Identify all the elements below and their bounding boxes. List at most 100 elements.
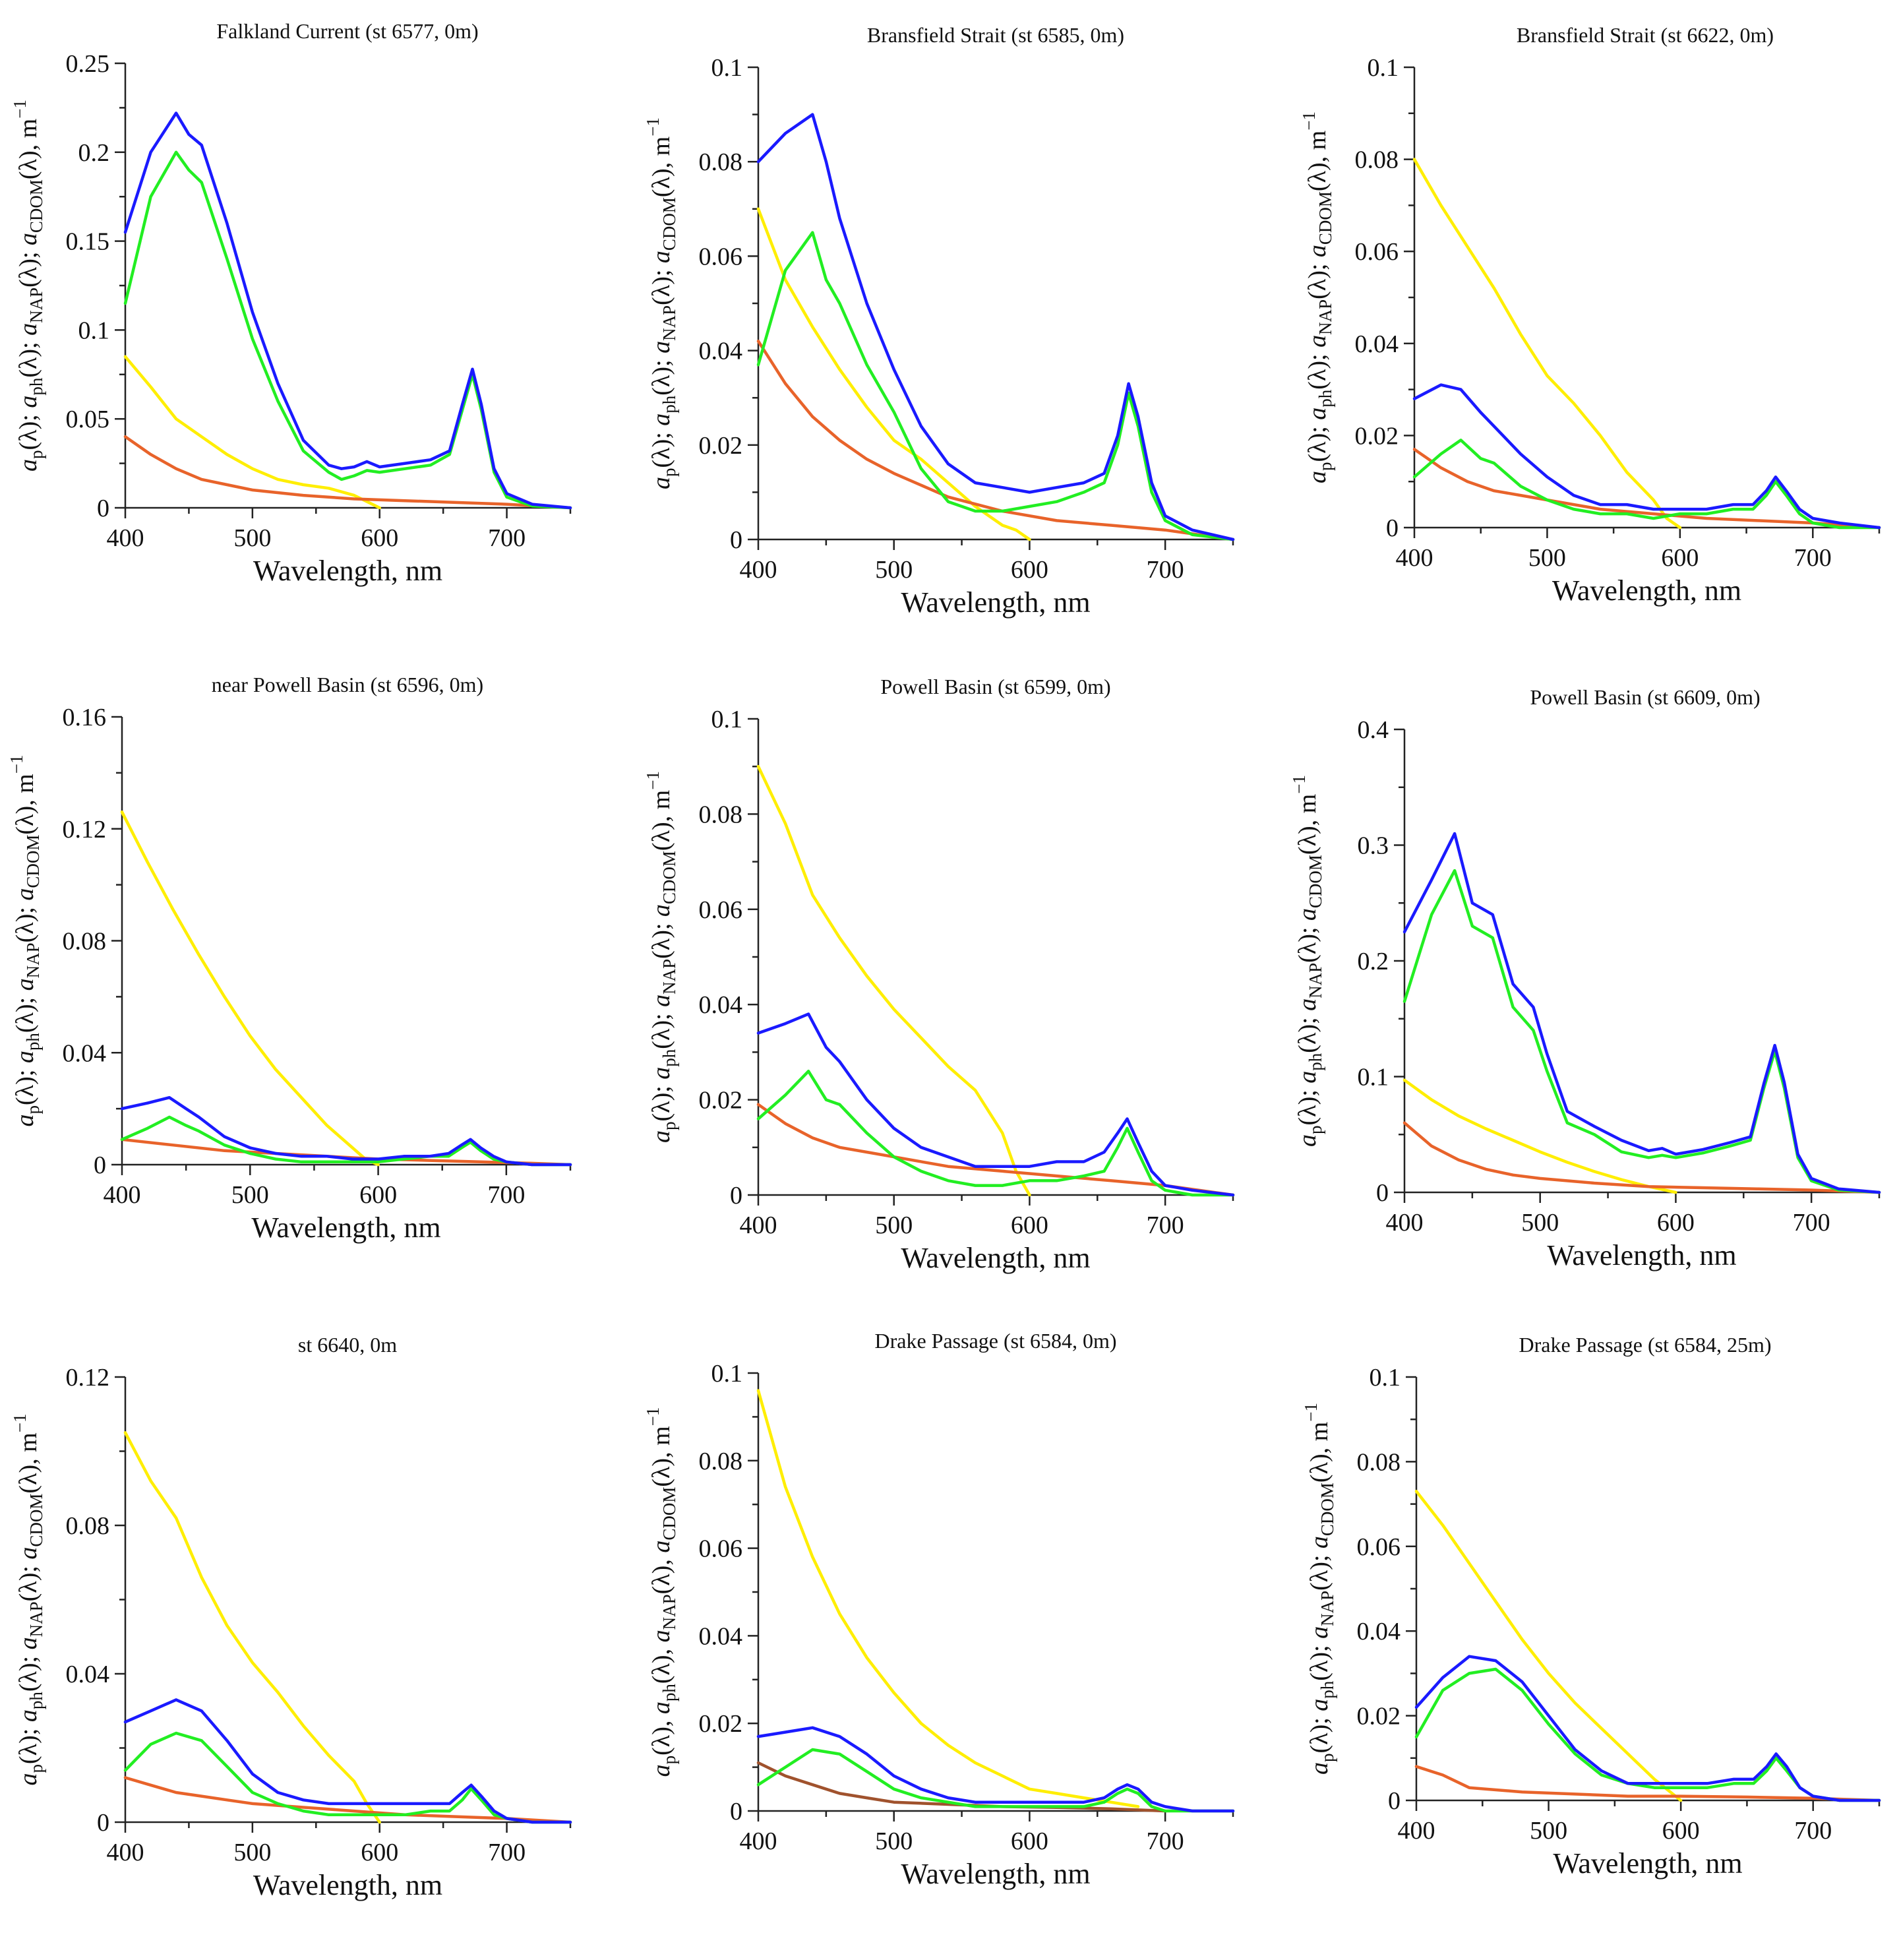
y-label-part: , [648, 1553, 675, 1566]
y-label-part: a [648, 1764, 675, 1777]
x-axis-label: Wavelength, nm [253, 1869, 442, 1901]
y-label-part: (λ) [11, 914, 39, 943]
y-tick-label: 0.06 [1357, 1533, 1401, 1561]
y-label-part: CDOM [1317, 1483, 1337, 1536]
y-axis-label: ap(λ); aph(λ); aNAP(λ); aCDOM(λ), m−1 [643, 117, 679, 489]
y-label-part: , m [648, 1426, 675, 1458]
y-label-part: ph [659, 1049, 679, 1067]
y-label-part: (λ) [1306, 1725, 1333, 1754]
y-tick-label: 0.08 [699, 148, 743, 176]
series-line-a-nap [123, 435, 572, 510]
y-label-part: a [15, 396, 42, 408]
y-label-part: (λ) [15, 1663, 42, 1692]
y-tick-label: 0 [94, 1151, 106, 1179]
y-label-part: (λ) [1304, 433, 1331, 462]
y-label-part: p [23, 1105, 43, 1115]
y-label-part: a [648, 1630, 675, 1642]
y-label-part: ; [648, 1007, 675, 1020]
y-label-part: CDOM [659, 851, 679, 904]
y-label-part: (λ) [15, 1573, 42, 1602]
y-axis-label: ap(λ); aph(λ); aNAP(λ); aCDOM(λ), m−1 [643, 771, 679, 1143]
y-tick-label: 0.06 [699, 1535, 743, 1563]
y-tick-label: 0.02 [699, 1710, 743, 1738]
y-label-part: ; [1306, 1548, 1333, 1562]
y-label-part: (λ) [1306, 1454, 1333, 1483]
y-label-part: ; [1304, 348, 1331, 361]
x-tick-label: 500 [233, 524, 271, 552]
y-label-part: (λ) [15, 1465, 42, 1494]
x-tick-label: 500 [875, 556, 913, 584]
x-axis-label: Wavelength, nm [1547, 1239, 1736, 1271]
y-tick-label: 0 [97, 495, 109, 522]
y-label-part: (λ) [1306, 1562, 1333, 1591]
y-tick-label: 0.1 [1358, 1064, 1389, 1091]
x-tick-label: 400 [1396, 544, 1433, 572]
y-label-part: CDOM [1315, 191, 1335, 245]
y-tick-label: 0.06 [1355, 238, 1399, 266]
y-label-part: (λ) [15, 421, 42, 450]
y-tick-label: 0.12 [63, 816, 107, 843]
y-tick-label: 0 [97, 1809, 109, 1837]
series-line-a-ph [123, 1731, 572, 1824]
x-axis-label: Wavelength, nm [253, 555, 442, 587]
y-label-part: (λ) [648, 1020, 675, 1049]
y-label-part: (λ) [648, 930, 675, 959]
series-line-a-nap [123, 1776, 572, 1824]
y-label-part: p [659, 1756, 679, 1765]
y-label-part: (λ) [11, 806, 39, 835]
y-label-part: a [648, 1067, 675, 1080]
y-label-part: −1 [1299, 111, 1319, 131]
y-label-part: a [648, 995, 675, 1007]
y-label-part: ; [15, 336, 42, 349]
y-label-part: −1 [643, 771, 663, 790]
y-label-part: , m [648, 790, 675, 822]
chart-title: st 6640, 0m [298, 1333, 397, 1357]
y-tick-label: 0.04 [1355, 330, 1399, 358]
y-tick-label: 0.02 [699, 1087, 743, 1115]
y-label-part: NAP [1315, 299, 1335, 335]
chart-panel-3: Bransfield Strait (st 6622, 0m) 400 500 600… [1299, 23, 1881, 607]
y-label-part: , m [15, 1432, 42, 1465]
y-label-part: NAP [659, 305, 679, 341]
y-tick-label: 0.04 [699, 338, 743, 365]
y-tick-label: 0.04 [699, 991, 743, 1019]
y-label-part: ; [1306, 1711, 1333, 1725]
y-label-part: a [648, 904, 675, 917]
x-tick-label: 500 [875, 1827, 913, 1855]
y-label-part: a [648, 1701, 675, 1714]
y-label-part: (λ) [11, 1076, 39, 1105]
series-line-a-cdom [1414, 1490, 1683, 1802]
chart-panel-1: Falkland Current (st 6577, 0m) 400 500 600 7… [10, 19, 572, 587]
series-line-a-cdom [123, 355, 381, 510]
y-label-part: (λ) [11, 1004, 39, 1033]
y-label-part: CDOM [26, 1494, 46, 1547]
y-label-part: p [1306, 1125, 1325, 1134]
y-label-part: ; [15, 408, 42, 421]
y-label-part: a [11, 1114, 39, 1126]
y-tick-label: 0.05 [66, 406, 110, 433]
y-label-part: NAP [659, 1594, 679, 1630]
y-label-part: ; [15, 1722, 42, 1735]
x-axis-label: Wavelength, nm [901, 1242, 1090, 1274]
y-label-part: , m [11, 774, 39, 806]
y-label-part: ph [1315, 389, 1335, 408]
y-tick-label: 0.06 [699, 896, 743, 924]
x-tick-label: 600 [359, 1181, 397, 1209]
x-tick-label: 500 [1521, 1209, 1559, 1237]
y-label-part: (λ) [1294, 934, 1321, 963]
y-label-part: , m [1294, 794, 1321, 826]
chart-title: Bransfield Strait (st 6622, 0m) [1517, 23, 1774, 47]
y-label-part: ; [15, 1649, 42, 1663]
y-tick-label: 0.08 [699, 1448, 743, 1475]
y-label-part: ph [1306, 1053, 1325, 1071]
y-axis-label: ap(λ); aph(λ); aNAP(λ); aCDOM(λ), m−1 [10, 1414, 46, 1786]
y-label-part: (λ) [1306, 1652, 1333, 1681]
y-tick-label: 0.2 [78, 139, 110, 167]
y-label-part: NAP [1317, 1591, 1337, 1626]
x-tick-label: 400 [1386, 1209, 1424, 1237]
chart-title: Powell Basin (st 6609, 0m) [1530, 685, 1760, 709]
series-line-a-p [756, 1726, 1235, 1813]
y-axis-label: ap(λ); aph(λ); aNAP(λ); aCDOM(λ), m−1 [10, 100, 46, 472]
series-line-a-p [120, 1095, 572, 1167]
y-label-part: p [26, 450, 46, 459]
